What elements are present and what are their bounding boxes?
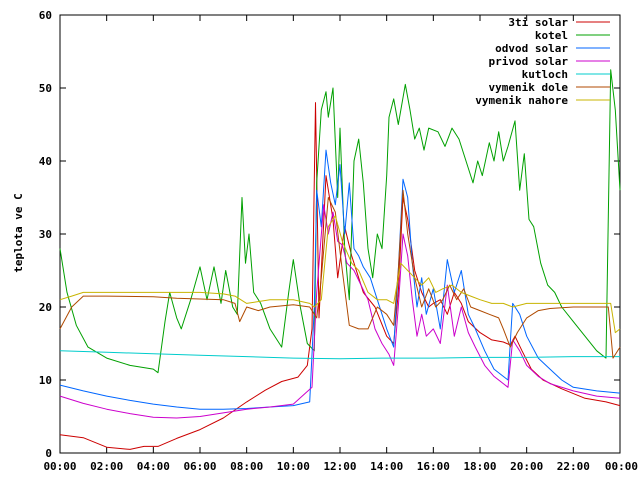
x-tick-label: 06:00 — [183, 460, 216, 473]
series-line-privod-solar — [59, 204, 621, 419]
y-tick-label: 50 — [39, 82, 52, 95]
x-tick-label: 10:00 — [277, 460, 310, 473]
y-tick-label: 30 — [39, 228, 52, 241]
legend-label: vymenik nahore — [475, 94, 568, 107]
y-tick-label: 10 — [39, 374, 52, 387]
y-tick-label: 40 — [39, 155, 52, 168]
x-tick-label: 22:00 — [557, 460, 590, 473]
legend-label: kotel — [535, 29, 568, 42]
x-tick-label: 18:00 — [463, 460, 496, 473]
series-line-odvod-solar — [59, 149, 621, 410]
series-line-vymenik-dole — [59, 189, 621, 359]
x-tick-label: 00:00 — [605, 460, 638, 473]
series-lines — [59, 69, 621, 450]
legend-label: kutloch — [522, 68, 568, 81]
legend-label: odvod solar — [495, 42, 568, 55]
x-tick-label: 20:00 — [510, 460, 543, 473]
y-tick-label: 60 — [39, 9, 52, 22]
y-tick-label: 0 — [45, 447, 52, 460]
y-tick-label: 20 — [39, 301, 52, 314]
x-tick-label: 02:00 — [90, 460, 123, 473]
x-tick-label: 16:00 — [417, 460, 450, 473]
x-tick-label: 04:00 — [137, 460, 170, 473]
legend-label: vymenik dole — [489, 81, 569, 94]
series-line-kutloch — [59, 350, 620, 360]
x-tick-label: 00:00 — [43, 460, 76, 473]
y-axis-label: teplota ve C — [12, 193, 25, 272]
x-tick-label: 14:00 — [370, 460, 403, 473]
x-tick-label: 08:00 — [230, 460, 263, 473]
series-line-vymenik-nahore — [59, 215, 621, 334]
x-tick-label: 12:00 — [323, 460, 356, 473]
legend-label: 3ti solar — [508, 16, 568, 29]
series-line-3ti-solar — [59, 102, 621, 450]
y-axis-ticks: 0 10 20 30 40 50 60 — [39, 9, 620, 460]
legend-label: privod solar — [489, 55, 569, 68]
series-line-kotel — [59, 69, 621, 374]
x-axis-ticks: 00:00 02:00 04:00 06:00 08:00 10:00 12:00 14:00… — [43, 15, 638, 473]
